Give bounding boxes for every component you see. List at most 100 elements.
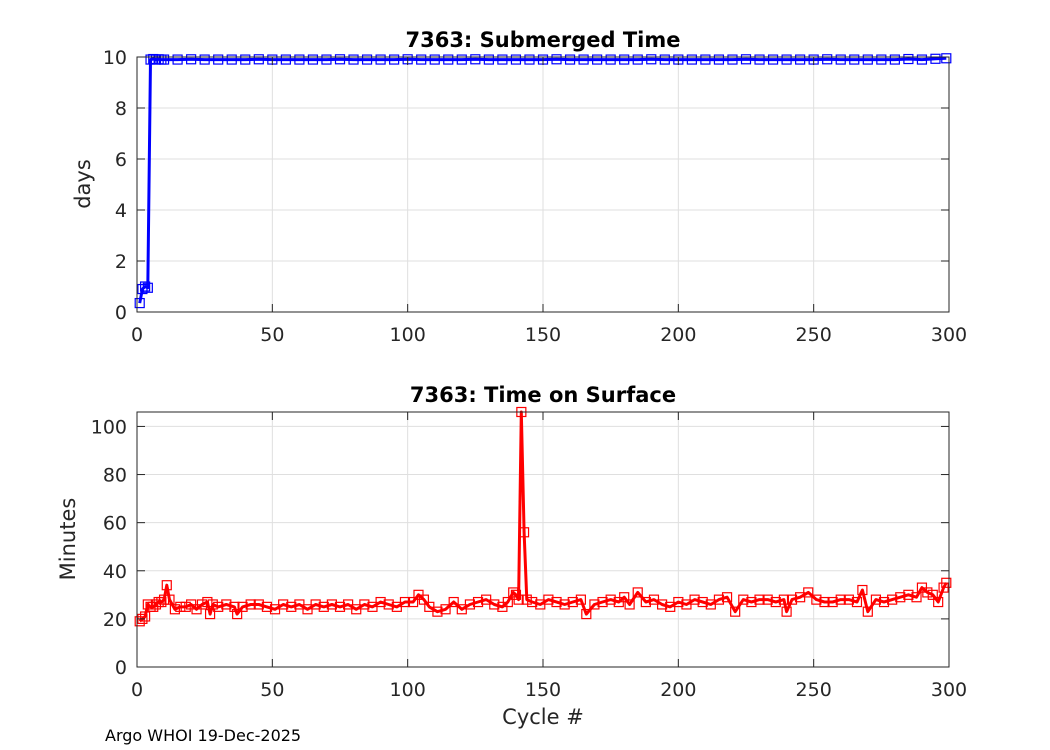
data-point-marker	[375, 54, 386, 65]
data-point-marker	[659, 54, 670, 65]
data-point-marker	[876, 54, 887, 65]
surface-time-axes: 0 50 100 150 200 250 300 0 20 40 60 80 100 7363: Tim…	[56, 383, 967, 729]
footer-credit: Argo WHOI 19-Dec-2025	[105, 726, 301, 745]
data-point-marker	[348, 54, 359, 65]
data-point-marker	[432, 606, 443, 617]
data-point-marker	[156, 596, 167, 608]
data-point-marker	[770, 596, 781, 608]
data-point-marker	[795, 54, 806, 65]
data-point-marker	[740, 54, 752, 65]
y-axis-label: days	[71, 159, 95, 209]
data-point-marker	[605, 54, 616, 65]
submerged-time-axes: 0 50 100 150 200 250 300 0 2 4 6 8 10 7363: Submerge…	[71, 28, 967, 346]
chart-title: 7363: Submerged Time	[405, 28, 680, 52]
data-point-marker	[280, 54, 291, 65]
data-point-marker	[551, 596, 562, 608]
x-tick-label: 250	[796, 679, 832, 701]
data-point-marker	[140, 281, 151, 292]
y-tick-label: 100	[91, 416, 127, 438]
data-marks	[134, 406, 952, 627]
data-point-marker	[640, 596, 651, 608]
data-point-marker	[483, 54, 494, 65]
data-point-marker	[359, 599, 370, 610]
x-tick-label: 100	[390, 679, 426, 701]
data-point-marker	[857, 584, 868, 596]
data-point-marker	[767, 54, 779, 65]
data-point-marker	[673, 596, 684, 608]
data-point-marker	[253, 599, 264, 610]
data-point-marker	[137, 283, 148, 295]
data-point-marker	[513, 594, 524, 605]
data-point-marker	[851, 596, 863, 608]
data-point-marker	[827, 596, 838, 608]
data-point-marker	[470, 54, 481, 65]
data-point-marker	[175, 601, 186, 612]
data-point-marker	[746, 596, 757, 608]
data-point-marker	[161, 580, 172, 591]
data-point-marker	[418, 594, 430, 605]
data-point-marker	[204, 608, 216, 620]
data-point-marker	[903, 53, 914, 65]
data-point-marker	[803, 587, 814, 598]
x-tick-label: 300	[931, 679, 967, 701]
data-point-marker	[941, 577, 952, 588]
data-point-marker	[321, 54, 332, 65]
y-tick-label: 0	[115, 302, 127, 324]
data-point-marker	[911, 592, 922, 603]
data-point-marker	[895, 592, 906, 603]
data-point-marker	[738, 594, 749, 605]
chart-title: 7363: Time on Surface	[410, 383, 676, 407]
data-point-marker	[407, 596, 419, 608]
data-point-marker	[843, 594, 854, 605]
data-point-marker	[822, 54, 833, 65]
data-point-marker	[941, 53, 952, 64]
series-line	[138, 56, 947, 304]
data-point-marker	[213, 54, 224, 65]
data-point-marker	[326, 599, 337, 610]
data-point-marker	[164, 594, 175, 605]
data-point-marker	[158, 54, 170, 65]
data-point-marker	[440, 604, 451, 615]
data-point-marker	[199, 54, 210, 65]
x-tick-label: 300	[931, 324, 967, 346]
data-point-marker	[835, 594, 846, 605]
x-tick-label: 250	[796, 324, 832, 346]
data-point-marker	[310, 599, 321, 610]
data-point-marker	[180, 601, 191, 612]
data-point-marker	[559, 599, 570, 610]
data-point-marker	[261, 601, 273, 612]
data-point-marker	[887, 594, 898, 605]
data-point-marker	[632, 587, 643, 598]
data-point-marker	[589, 599, 600, 610]
data-point-marker	[632, 54, 643, 65]
data-point-marker	[375, 596, 386, 608]
data-point-marker	[361, 54, 373, 65]
ticks: 0 50 100 150 200 250 300 0 2 4 6 8 10	[103, 47, 967, 346]
y-tick-label: 40	[103, 561, 127, 583]
data-point-marker	[754, 594, 765, 605]
data-point-marker	[916, 54, 928, 65]
data-point-marker	[307, 54, 319, 65]
data-point-marker	[689, 594, 700, 605]
data-point-marker	[567, 596, 578, 608]
y-tick-label: 10	[103, 47, 127, 69]
data-point-marker	[575, 594, 586, 605]
data-point-marker	[578, 54, 589, 65]
data-point-marker	[933, 596, 944, 608]
data-point-marker	[294, 54, 305, 65]
data-point-marker	[781, 606, 792, 617]
data-point-marker	[754, 54, 765, 65]
data-point-marker	[878, 596, 890, 608]
data-point-marker	[140, 611, 151, 622]
x-tick-label: 0	[131, 324, 143, 346]
data-point-marker	[713, 54, 725, 65]
y-tick-label: 80	[103, 465, 127, 487]
data-point-marker	[229, 601, 240, 612]
x-tick-label: 150	[525, 679, 561, 701]
data-point-marker	[207, 599, 218, 610]
y-tick-label: 0	[115, 657, 127, 679]
data-point-marker	[727, 54, 738, 65]
data-point-marker	[142, 282, 153, 293]
data-point-marker	[416, 54, 427, 65]
data-point-marker	[489, 599, 500, 610]
